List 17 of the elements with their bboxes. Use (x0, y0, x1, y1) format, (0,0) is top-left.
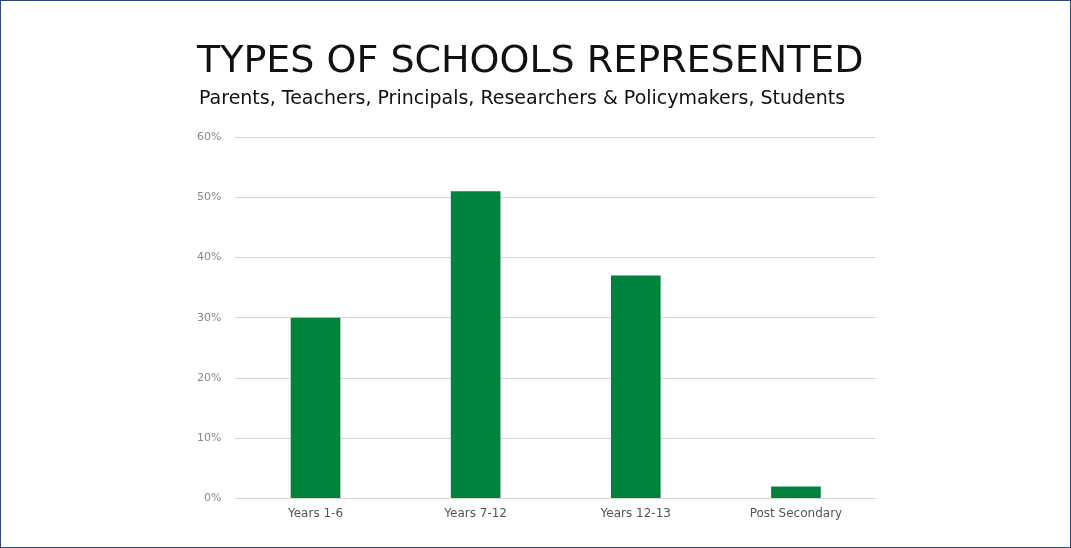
bar (290, 317, 341, 499)
y-tick-label: 50% (197, 190, 222, 204)
x-tick-label: Post Secondary (749, 505, 843, 520)
x-tick-label: Years 7-12 (443, 505, 508, 520)
x-tick-label: Years 12-13 (599, 505, 671, 520)
y-tick-label: 40% (197, 250, 222, 264)
y-tick-label: 10% (197, 431, 222, 445)
y-tick-label: 20% (197, 370, 222, 384)
bar (610, 275, 661, 499)
y-tick-label: 0% (204, 491, 222, 505)
bar (450, 191, 501, 499)
y-tick-label: 30% (197, 310, 222, 324)
y-tick-label: 60% (197, 129, 222, 143)
x-tick-label: Years 1-6 (286, 505, 344, 520)
chart-title: TYPES OF SCHOOLS REPRESENTED (197, 37, 864, 81)
chart-subtitle: Parents, Teachers, Principals, Researchers & Policymakers, Students (199, 86, 846, 108)
bar (771, 486, 821, 499)
